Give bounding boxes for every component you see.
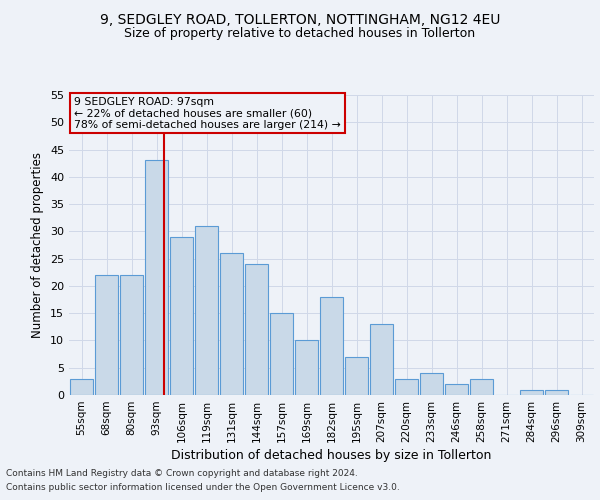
Bar [95,275,118,395]
Bar [170,237,193,395]
Bar [445,384,469,395]
Bar [419,373,443,395]
Text: Contains public sector information licensed under the Open Government Licence v3: Contains public sector information licen… [6,484,400,492]
Bar [269,313,293,395]
Bar [245,264,268,395]
Text: 9, SEDGLEY ROAD, TOLLERTON, NOTTINGHAM, NG12 4EU: 9, SEDGLEY ROAD, TOLLERTON, NOTTINGHAM, … [100,12,500,26]
Bar [344,357,368,395]
Bar [220,253,244,395]
Bar [320,297,343,395]
Text: 9 SEDGLEY ROAD: 97sqm
← 22% of detached houses are smaller (60)
78% of semi-deta: 9 SEDGLEY ROAD: 97sqm ← 22% of detached … [74,96,341,130]
Bar [545,390,568,395]
Bar [470,378,493,395]
Text: Size of property relative to detached houses in Tollerton: Size of property relative to detached ho… [124,28,476,40]
Bar [370,324,394,395]
Bar [395,378,418,395]
Bar [119,275,143,395]
Y-axis label: Number of detached properties: Number of detached properties [31,152,44,338]
Bar [145,160,169,395]
Bar [70,378,94,395]
Text: Contains HM Land Registry data © Crown copyright and database right 2024.: Contains HM Land Registry data © Crown c… [6,468,358,477]
X-axis label: Distribution of detached houses by size in Tollerton: Distribution of detached houses by size … [172,449,491,462]
Bar [295,340,319,395]
Bar [194,226,218,395]
Bar [520,390,544,395]
